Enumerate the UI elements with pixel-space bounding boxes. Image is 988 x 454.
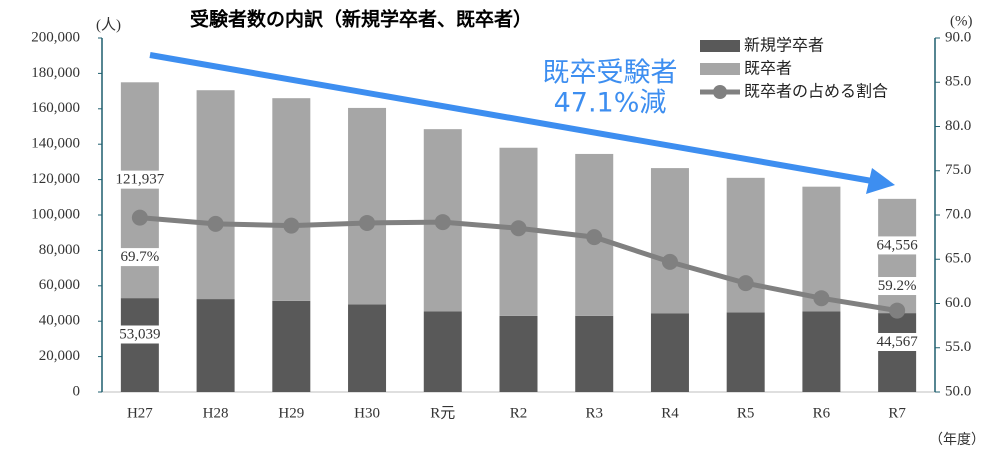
y-tick-label: 80,000 xyxy=(39,242,80,258)
line-point xyxy=(737,275,754,292)
bar xyxy=(878,313,917,392)
bar xyxy=(348,107,387,305)
line-point xyxy=(813,290,830,307)
y2-axis-label: (%) xyxy=(950,13,973,29)
line-point xyxy=(889,302,906,319)
legend-label: 既卒者 xyxy=(744,59,792,78)
bar xyxy=(726,177,765,313)
x-tick-label: R7 xyxy=(888,405,906,421)
line-point xyxy=(131,209,148,226)
y2-tick-label: 70.0 xyxy=(945,206,971,222)
line-point xyxy=(434,214,451,231)
data-label: 64,556 xyxy=(877,237,919,253)
x-tick-label: R3 xyxy=(585,405,603,421)
line-point xyxy=(207,215,224,232)
bar xyxy=(196,299,235,392)
x-tick-label: R5 xyxy=(737,405,755,421)
x-tick-label: R4 xyxy=(661,405,679,421)
x-tick-label: R6 xyxy=(813,405,831,421)
data-label: 69.7% xyxy=(120,249,159,265)
y-tick-label: 180,000 xyxy=(31,65,80,81)
legend-swatch xyxy=(700,63,740,75)
line-point xyxy=(283,217,300,234)
x-tick-label: H28 xyxy=(203,405,229,421)
y-tick-label: 120,000 xyxy=(31,171,80,187)
y2-tick-label: 80.0 xyxy=(945,118,971,134)
y-tick-label: 40,000 xyxy=(39,313,80,329)
line-point xyxy=(510,220,527,237)
bar xyxy=(348,304,387,392)
data-label-bg xyxy=(873,332,922,351)
legend-label: 新規学卒者 xyxy=(744,36,824,55)
line-point xyxy=(586,229,603,246)
y-tick-label: 0 xyxy=(73,383,81,399)
arrow-shaft xyxy=(149,52,873,184)
y2-tick-label: 60.0 xyxy=(945,295,971,311)
data-label-bg xyxy=(112,170,168,189)
data-label-bg xyxy=(116,325,164,344)
x-tick-label: H29 xyxy=(278,405,304,421)
y-tick-label: 100,000 xyxy=(31,206,80,222)
x-tick-label: H27 xyxy=(127,405,153,421)
y2-tick-label: 55.0 xyxy=(945,339,971,355)
x-axis-label: （年度） xyxy=(929,432,985,448)
bar xyxy=(196,90,235,300)
y2-tick-label: 90.0 xyxy=(945,29,971,45)
legend-swatch xyxy=(713,85,727,99)
y2-tick-label: 85.0 xyxy=(945,74,971,90)
line-point xyxy=(661,253,678,270)
chart-title: 受験者数の内訳（新規学卒者、既卒者） xyxy=(190,8,532,31)
y-axis-label: (人) xyxy=(96,16,121,33)
y-tick-label: 160,000 xyxy=(31,100,80,116)
trend-arrow xyxy=(149,52,895,194)
bar xyxy=(423,311,462,392)
bar xyxy=(575,315,614,392)
legend-label: 既卒者の占める割合 xyxy=(744,82,888,101)
x-tick-label: H30 xyxy=(354,405,380,421)
x-tick-label: R元 xyxy=(430,405,455,421)
annotation: 47.1%減 xyxy=(554,88,667,119)
bar xyxy=(272,98,311,301)
data-label: 44,567 xyxy=(877,334,919,350)
bar xyxy=(272,300,311,392)
y-tick-label: 140,000 xyxy=(31,136,80,152)
bar xyxy=(878,198,917,314)
bar xyxy=(650,168,689,314)
x-tick-label: R2 xyxy=(510,405,528,421)
data-label: 59.2% xyxy=(878,278,917,294)
bar xyxy=(726,312,765,392)
y-tick-label: 20,000 xyxy=(39,348,80,364)
y2-tick-label: 65.0 xyxy=(945,251,971,267)
data-label-bg xyxy=(873,236,922,255)
data-label-bg xyxy=(874,277,920,296)
y2-tick-label: 50.0 xyxy=(945,383,971,399)
line-point xyxy=(359,214,376,231)
arrow-head xyxy=(866,168,895,194)
y-tick-label: 60,000 xyxy=(39,277,80,293)
bar xyxy=(802,311,841,392)
bar xyxy=(650,313,689,392)
annotation: 既卒受験者 xyxy=(543,58,678,89)
y2-tick-label: 75.0 xyxy=(945,162,971,178)
bar xyxy=(120,298,159,392)
data-label: 121,937 xyxy=(115,172,164,188)
data-label: 53,039 xyxy=(119,326,160,342)
data-label-bg xyxy=(117,248,163,267)
bar xyxy=(499,315,538,392)
legend-swatch xyxy=(700,40,740,52)
y-tick-label: 200,000 xyxy=(31,29,80,45)
